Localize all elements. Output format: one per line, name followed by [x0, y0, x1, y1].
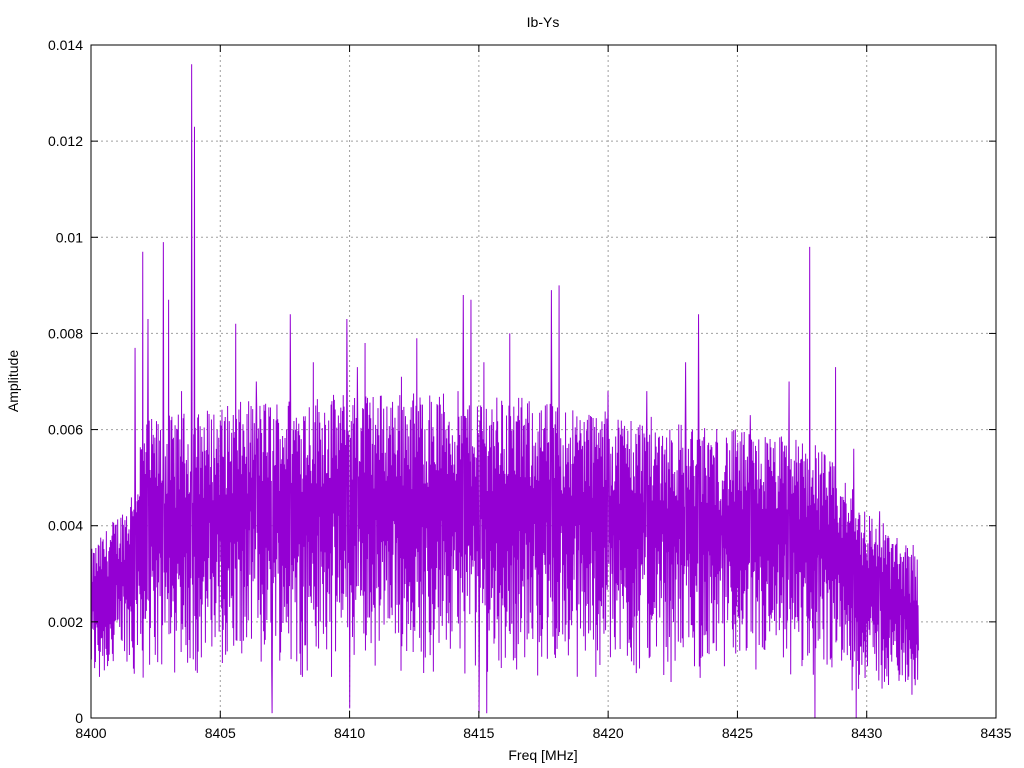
- x-tick-label: 8420: [593, 725, 624, 741]
- x-tick-label: 8435: [980, 725, 1011, 741]
- y-tick-label: 0.01: [56, 229, 83, 245]
- y-axis-label: Amplitude: [5, 350, 21, 412]
- x-axis-label: Freq [MHz]: [508, 747, 577, 763]
- axis-ticks: 8400 8405 8410 8415 8420 8425 8430 8435 0 0.002 0.…: [48, 37, 1012, 741]
- y-tick-label: 0.006: [48, 422, 83, 438]
- x-tick-label: 8430: [851, 725, 882, 741]
- chart-title: Ib-Ys: [527, 14, 560, 30]
- y-tick-label: 0.012: [48, 133, 83, 149]
- y-tick-label: 0.002: [48, 614, 83, 630]
- x-tick-label: 8405: [205, 725, 236, 741]
- y-tick-label: 0.008: [48, 325, 83, 341]
- y-tick-label: 0.004: [48, 518, 83, 534]
- x-tick-label: 8400: [75, 725, 106, 741]
- x-tick-label: 8425: [722, 725, 753, 741]
- y-tick-label: 0.014: [48, 37, 83, 53]
- plot-border: [90, 44, 997, 719]
- x-tick-label: 8410: [334, 725, 365, 741]
- amplitude-series-line: [90, 64, 919, 719]
- y-tick-label: 0: [75, 710, 83, 726]
- x-tick-label: 8415: [463, 725, 494, 741]
